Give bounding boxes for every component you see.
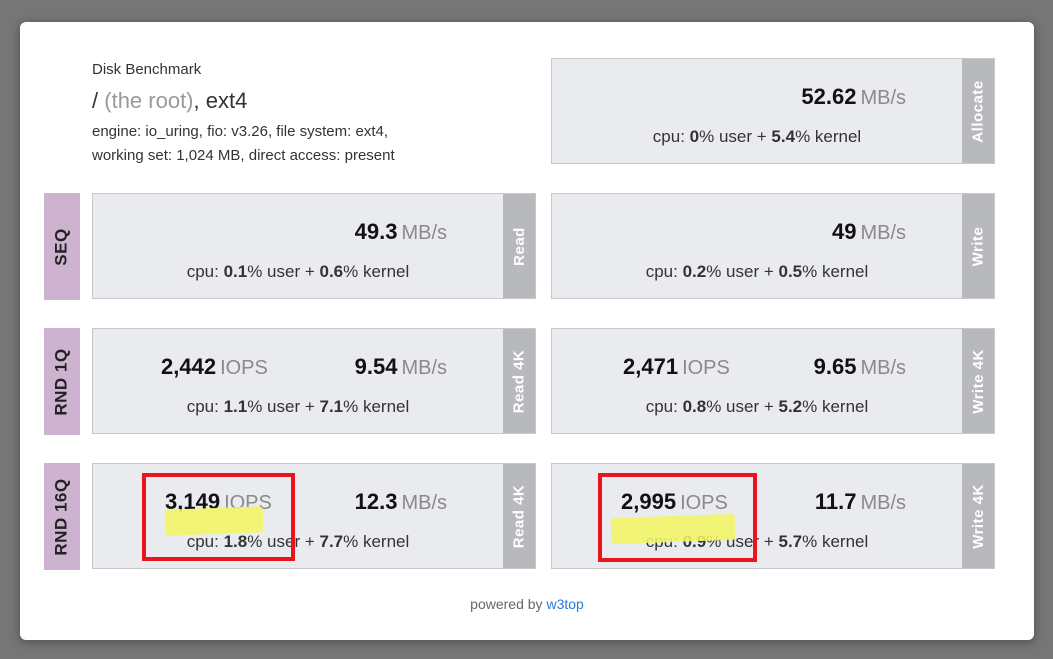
working-set-info: working set: 1,024 MB, direct access: pr… [92,147,395,164]
seq-write-speed: 49 MB/s [831,219,906,244]
rnd1q-read-result: 2,442 IOPS 9.54 MB/s cpu: 1.1% user + 7.1%… [92,328,536,434]
rnd1q-read-iops: 2,442 IOPS [161,354,268,379]
row-label-rnd-16q: RND 16Q [44,463,80,570]
annotation-box-left [142,473,295,561]
seq-read-speed: 49.3 MB/s [354,219,447,244]
path-filesystem: , ext4 [193,88,248,113]
annotation-box-right [598,473,757,562]
path-root-label: (the root) [104,88,194,113]
w3top-link[interactable]: w3top [546,596,584,612]
rnd1q-read-cpu: cpu: 1.1% user + 7.1% kernel [186,397,410,416]
row-label-rnd-1q: RND 1Q [44,328,80,435]
rnd1q-write-tab: Write 4K [962,329,994,433]
seq-write-tab: Write [962,194,994,298]
engine-info: engine: io_uring, fio: v3.26, file syste… [92,123,388,140]
path-slash: / [92,88,99,113]
rnd1q-write-cpu: cpu: 0.8% user + 5.2% kernel [645,397,869,416]
benchmark-card: Disk Benchmark / (the root), ext4 engine… [20,22,1034,640]
seq-write-result: 49 MB/s cpu: 0.2% user + 0.5% kernel Writ… [551,193,995,299]
allocate-speed: 52.62 MB/s [801,84,906,109]
footer-text: powered by [470,596,547,612]
allocate-cpu: cpu: 0% user + 5.4% kernel [652,127,862,146]
allocate-result: 52.62 MB/s cpu: 0% user + 5.4% kernel All… [551,58,995,164]
rnd16q-write-iops: 2,995 IOPS [621,489,728,514]
rnd1q-read-speed: 9.54 MB/s [354,354,447,379]
row-label-seq: SEQ [44,193,80,300]
rnd16q-read-cpu: cpu: 1.8% user + 7.7% kernel [186,532,410,551]
seq-write-cpu: cpu: 0.2% user + 0.5% kernel [645,262,869,281]
rnd16q-write-speed: 11.7 MB/s [814,489,906,514]
disk-path: / (the root), ext4 [92,88,247,114]
seq-read-tab: Read [503,194,535,298]
rnd16q-write-tab: Write 4K [962,464,994,568]
rnd16q-read-speed: 12.3 MB/s [354,489,447,514]
footer: powered by w3top [20,596,1034,612]
seq-read-cpu: cpu: 0.1% user + 0.6% kernel [186,262,410,281]
rnd1q-write-speed: 9.65 MB/s [813,354,906,379]
allocate-tab: Allocate [962,59,994,163]
rnd1q-read-tab: Read 4K [503,329,535,433]
seq-read-result: 49.3 MB/s cpu: 0.1% user + 0.6% kernel Re… [92,193,536,299]
rnd1q-write-iops: 2,471 IOPS [623,354,730,379]
rnd16q-read-tab: Read 4K [503,464,535,568]
rnd1q-write-result: 2,471 IOPS 9.65 MB/s cpu: 0.8% user + 5.2%… [551,328,995,434]
benchmark-title: Disk Benchmark [92,61,202,78]
